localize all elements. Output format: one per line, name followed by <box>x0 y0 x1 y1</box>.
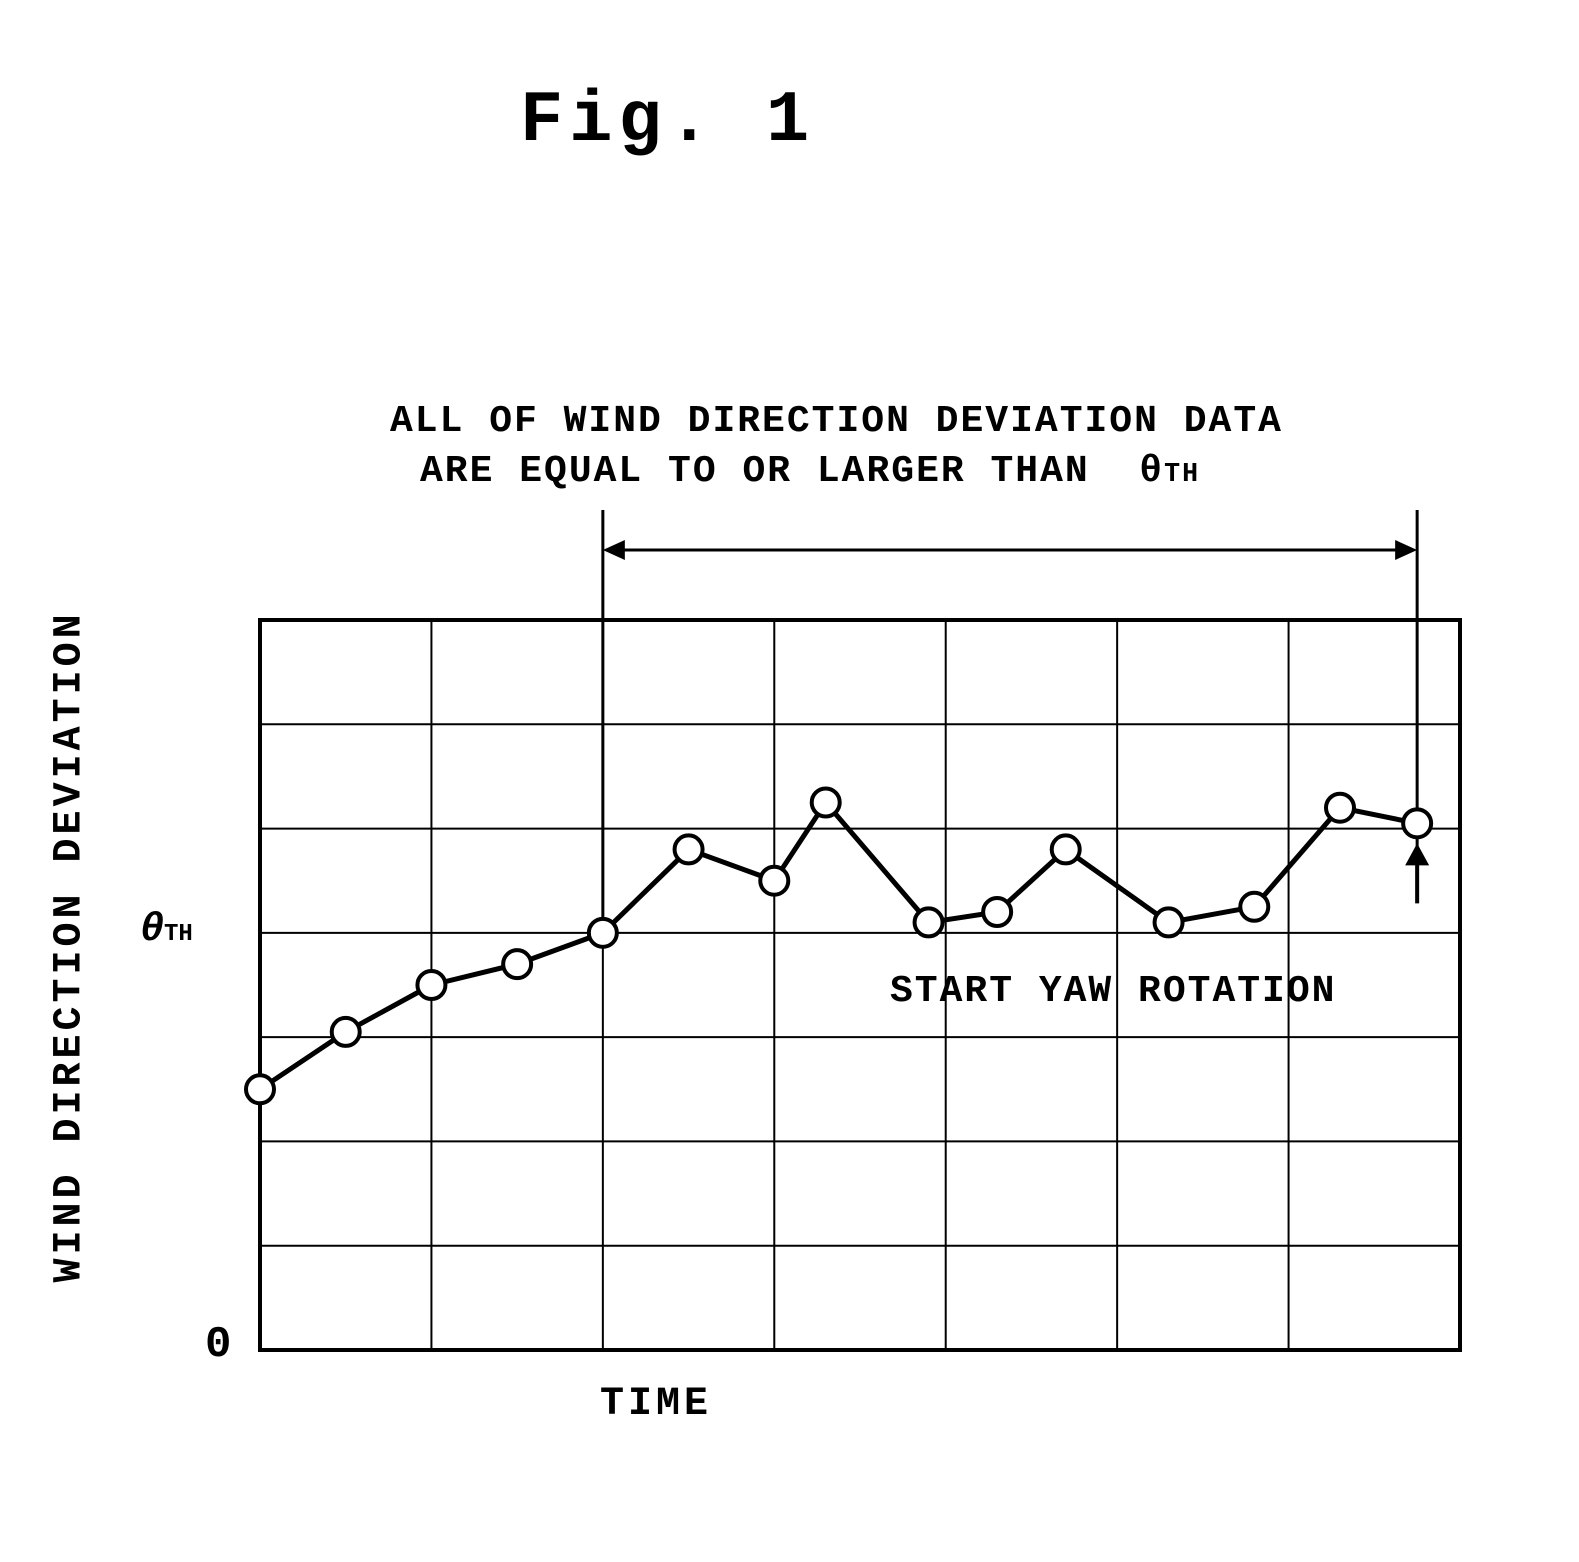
chart-line <box>260 803 1417 1090</box>
annotation-bracket <box>603 510 1417 933</box>
chart-markers <box>246 789 1431 1104</box>
start-yaw-arrow <box>1405 843 1429 903</box>
chart-svg <box>0 0 1579 1562</box>
